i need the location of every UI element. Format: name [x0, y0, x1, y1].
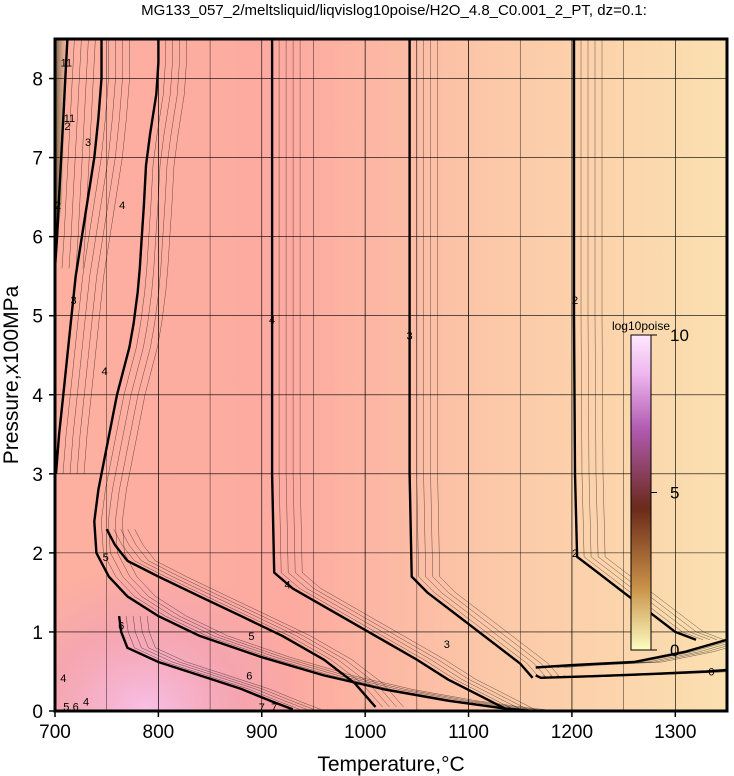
contour-label-0: 2 — [572, 295, 578, 307]
fine-contour-1-3 — [76, 39, 123, 474]
x-axis-ticks: 700 800 900 1000 1100 1200 1300 — [39, 711, 696, 743]
x-tick-label-1000: 1000 — [344, 722, 386, 743]
contour-label-20: 4 — [60, 673, 66, 685]
colorbar-gradient — [630, 334, 652, 651]
fine-contour-0-1 — [101, 39, 538, 711]
contour-label-7: 4 — [102, 366, 108, 378]
contour-label-14: 5 — [103, 552, 109, 564]
contour-line-level-3-4 — [408, 39, 534, 679]
colorbar: log10poise 0 5 10 — [612, 319, 689, 660]
contour-label-10: 2 — [55, 200, 61, 212]
chart-title: MG133_057_2/meltsliquid/liqvislog10poise… — [141, 2, 647, 19]
contour-line-level-2-5 — [572, 39, 697, 641]
fine-contour-0-4 — [122, 39, 559, 711]
colorbar-tick-label-0: 0 — [670, 641, 679, 660]
fine-contour-9-3 — [556, 645, 727, 668]
contour-label-9: 3 — [71, 295, 77, 307]
fine-contour-3-1 — [278, 39, 518, 711]
y-tick-label-4: 4 — [32, 386, 43, 407]
contour-label-12: 11 — [64, 113, 75, 125]
contour-label-8: 3 — [85, 137, 91, 149]
contour-line-level-3-1 — [55, 39, 103, 474]
fine-contour-7-2 — [132, 616, 307, 710]
fine-contour-7-4 — [146, 616, 321, 710]
contour-label-13: 11 — [61, 58, 72, 70]
y-tick-label-1: 1 — [32, 623, 43, 644]
x-tick-label-800: 800 — [143, 722, 175, 743]
y-tick-label-7: 7 — [32, 149, 43, 170]
fine-contour-0-2 — [108, 39, 545, 711]
x-axis-title: Temperature,°C — [317, 753, 464, 776]
y-tick-label-5: 5 — [32, 307, 43, 328]
fine-contour-9-4 — [563, 647, 727, 668]
x-tick-label-1100: 1100 — [448, 722, 489, 743]
fine-contour-7-1 — [125, 616, 300, 710]
contour-label-6: 4 — [119, 200, 125, 212]
contour-line-level-4-0 — [93, 39, 531, 711]
contour-label-19: 7 — [271, 702, 277, 714]
contour-label-21: 5 — [63, 701, 69, 713]
contour-line-level-3-8 — [535, 668, 727, 680]
grid-lines — [55, 39, 727, 711]
colorbar-title: log10poise — [612, 319, 670, 333]
fine-contour-0-3 — [115, 39, 552, 711]
y-tick-label-0: 0 — [32, 702, 43, 723]
fine-contour-3-4 — [299, 39, 539, 711]
major-contour-lines — [55, 39, 727, 711]
y-axis-ticks: 0 1 2 3 4 5 6 7 8 — [32, 70, 55, 723]
x-tick-label-900: 900 — [246, 722, 278, 743]
contour-label-18: 7 — [259, 702, 265, 714]
contour-line-level-6-7 — [117, 615, 294, 711]
fine-contour-1-1 — [62, 39, 109, 474]
fine-contour-3-2 — [285, 39, 525, 711]
x-tick-label-1300: 1300 — [654, 722, 696, 743]
contour-label-5: 4 — [285, 580, 291, 592]
colorbar-tick-label-10: 10 — [670, 326, 689, 345]
y-tick-label-2: 2 — [32, 544, 43, 565]
contour-label-16: 6 — [118, 621, 124, 633]
contour-line-level-5-6 — [105, 528, 377, 708]
y-axis-title: Pressure,x100MPa — [0, 285, 23, 464]
colorbar-ticks: 0 5 10 — [651, 326, 689, 660]
contour-label-2: 3 — [407, 330, 413, 342]
colorbar-tick-label-5: 5 — [670, 484, 679, 503]
contour-label-4: 4 — [269, 315, 275, 327]
contour-line-level-2-9 — [535, 638, 727, 669]
contour-label-23: 4 — [83, 697, 89, 709]
contour-label-1: 2 — [572, 548, 578, 560]
contour-line-level-2-2 — [55, 39, 69, 269]
y-tick-label-6: 6 — [32, 228, 43, 249]
y-tick-label-8: 8 — [32, 70, 43, 91]
contour-label-3: 3 — [444, 639, 450, 651]
contour-label-17: 6 — [246, 670, 252, 682]
fine-contour-7-3 — [139, 616, 314, 710]
contour-line-level-4-3 — [270, 39, 511, 711]
x-tick-label-1200: 1200 — [551, 722, 593, 743]
contour-label-11: 2 — [64, 121, 70, 133]
contour-label-22: 6 — [73, 701, 79, 713]
plot-frame — [53, 37, 729, 713]
y-tick-label-3: 3 — [32, 465, 43, 486]
contour-label-24: 0 — [708, 666, 714, 678]
fine-contour-1-2 — [69, 39, 116, 474]
x-tick-label-700: 700 — [39, 722, 71, 743]
fine-contour-3-3 — [292, 39, 532, 711]
contour-label-15: 5 — [248, 631, 254, 643]
